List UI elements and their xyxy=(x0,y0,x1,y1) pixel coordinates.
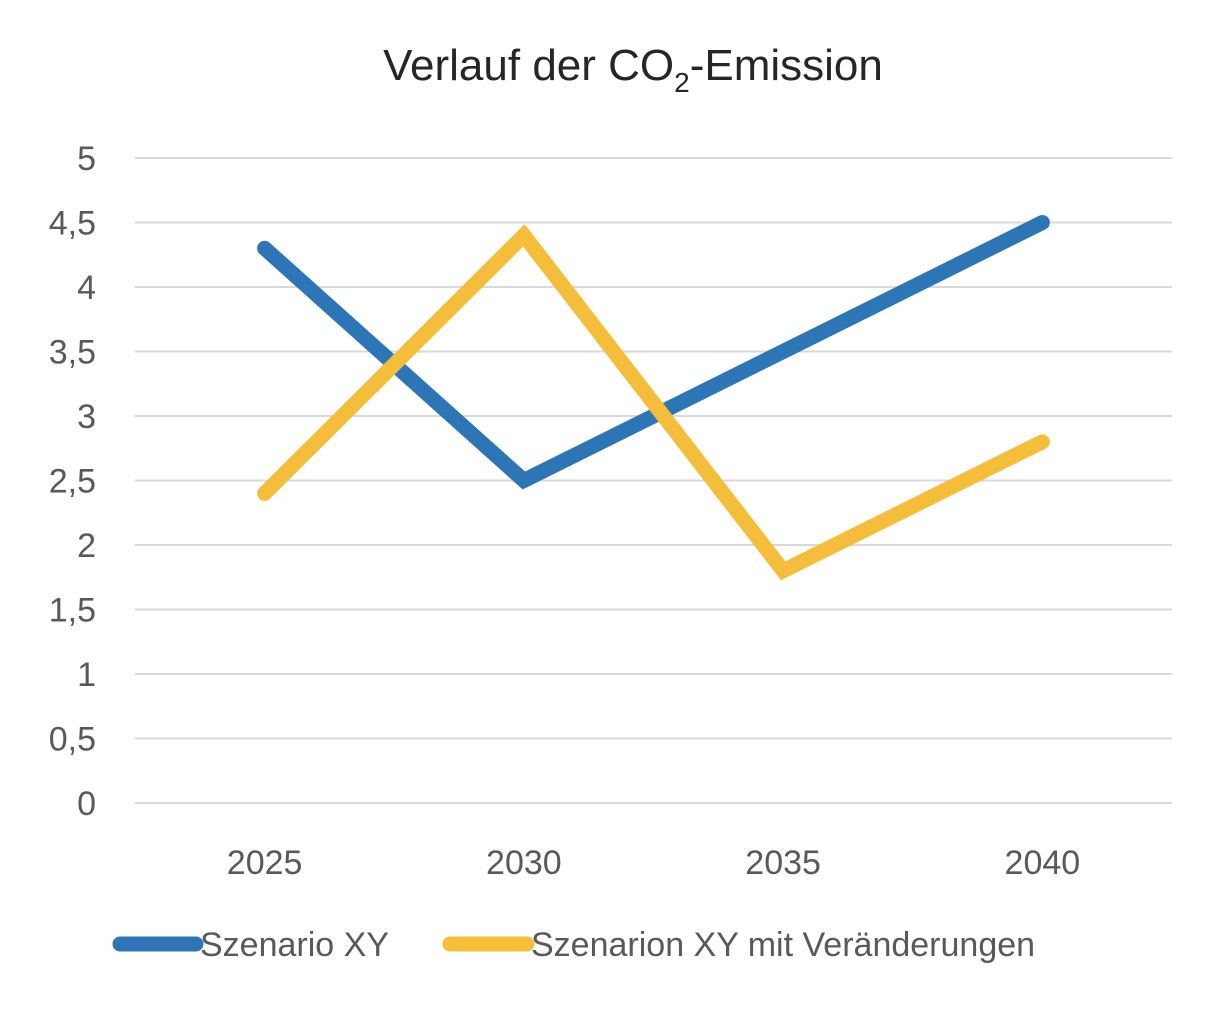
x-tick-label: 2035 xyxy=(745,844,821,882)
chart-title-subscript: 2 xyxy=(674,67,690,98)
x-tick-label: 2025 xyxy=(227,844,303,882)
chart-title: Verlauf der CO2-Emission xyxy=(383,41,883,98)
x-tick-label: 2030 xyxy=(486,844,562,882)
y-tick-label: 2 xyxy=(77,527,96,565)
x-tick-label: 2040 xyxy=(1005,844,1081,882)
gridlines xyxy=(135,157,1172,804)
legend-label: Szenario XY xyxy=(200,926,389,964)
y-tick-label: 1,5 xyxy=(49,592,96,630)
y-tick-label: 4 xyxy=(77,269,96,307)
y-tick-label: 5 xyxy=(77,140,96,178)
y-tick-label: 3 xyxy=(77,398,96,436)
y-tick-label: 1 xyxy=(77,656,96,694)
y-axis-tick-labels: 0 0,5 1 1,5 2 2,5 3 3,5 4 4,5 5 xyxy=(49,140,96,823)
legend-label: Szenarion XY mit Veränderungen xyxy=(531,926,1035,964)
y-tick-label: 3,5 xyxy=(49,334,96,372)
y-tick-label: 2,5 xyxy=(49,463,96,501)
chart-title-prefix: Verlauf der CO xyxy=(383,41,674,90)
y-tick-label: 0 xyxy=(77,785,96,823)
y-tick-label: 4,5 xyxy=(49,205,96,243)
chart-title-suffix: -Emission xyxy=(690,41,883,90)
series-line-2 xyxy=(257,224,1050,581)
y-tick-label: 0,5 xyxy=(49,721,96,759)
x-axis-tick-labels: 2025 2030 2035 2040 xyxy=(227,844,1080,882)
legend: Szenario XY Szenarion XY mit Veränderunge… xyxy=(112,926,1035,964)
series-lines xyxy=(257,215,1050,581)
